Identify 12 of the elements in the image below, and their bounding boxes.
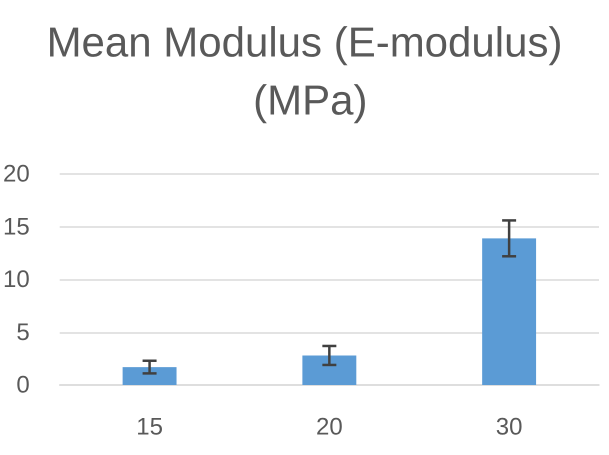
y-tick-label: 0 <box>16 372 30 398</box>
bar <box>122 367 177 385</box>
y-tick-label: 5 <box>16 318 30 346</box>
y-tick-label: 20 <box>2 160 30 188</box>
y-tick-label: 10 <box>2 266 30 293</box>
x-tick-label: 15 <box>136 414 163 440</box>
x-tick-label: 20 <box>316 414 343 440</box>
y-tick-label: 15 <box>2 213 30 240</box>
bar <box>302 355 356 385</box>
bar <box>482 238 536 385</box>
x-tick-label: 30 <box>496 414 522 440</box>
chart-title: Mean Modulus (E-modulus) (MPa) <box>46 18 562 124</box>
